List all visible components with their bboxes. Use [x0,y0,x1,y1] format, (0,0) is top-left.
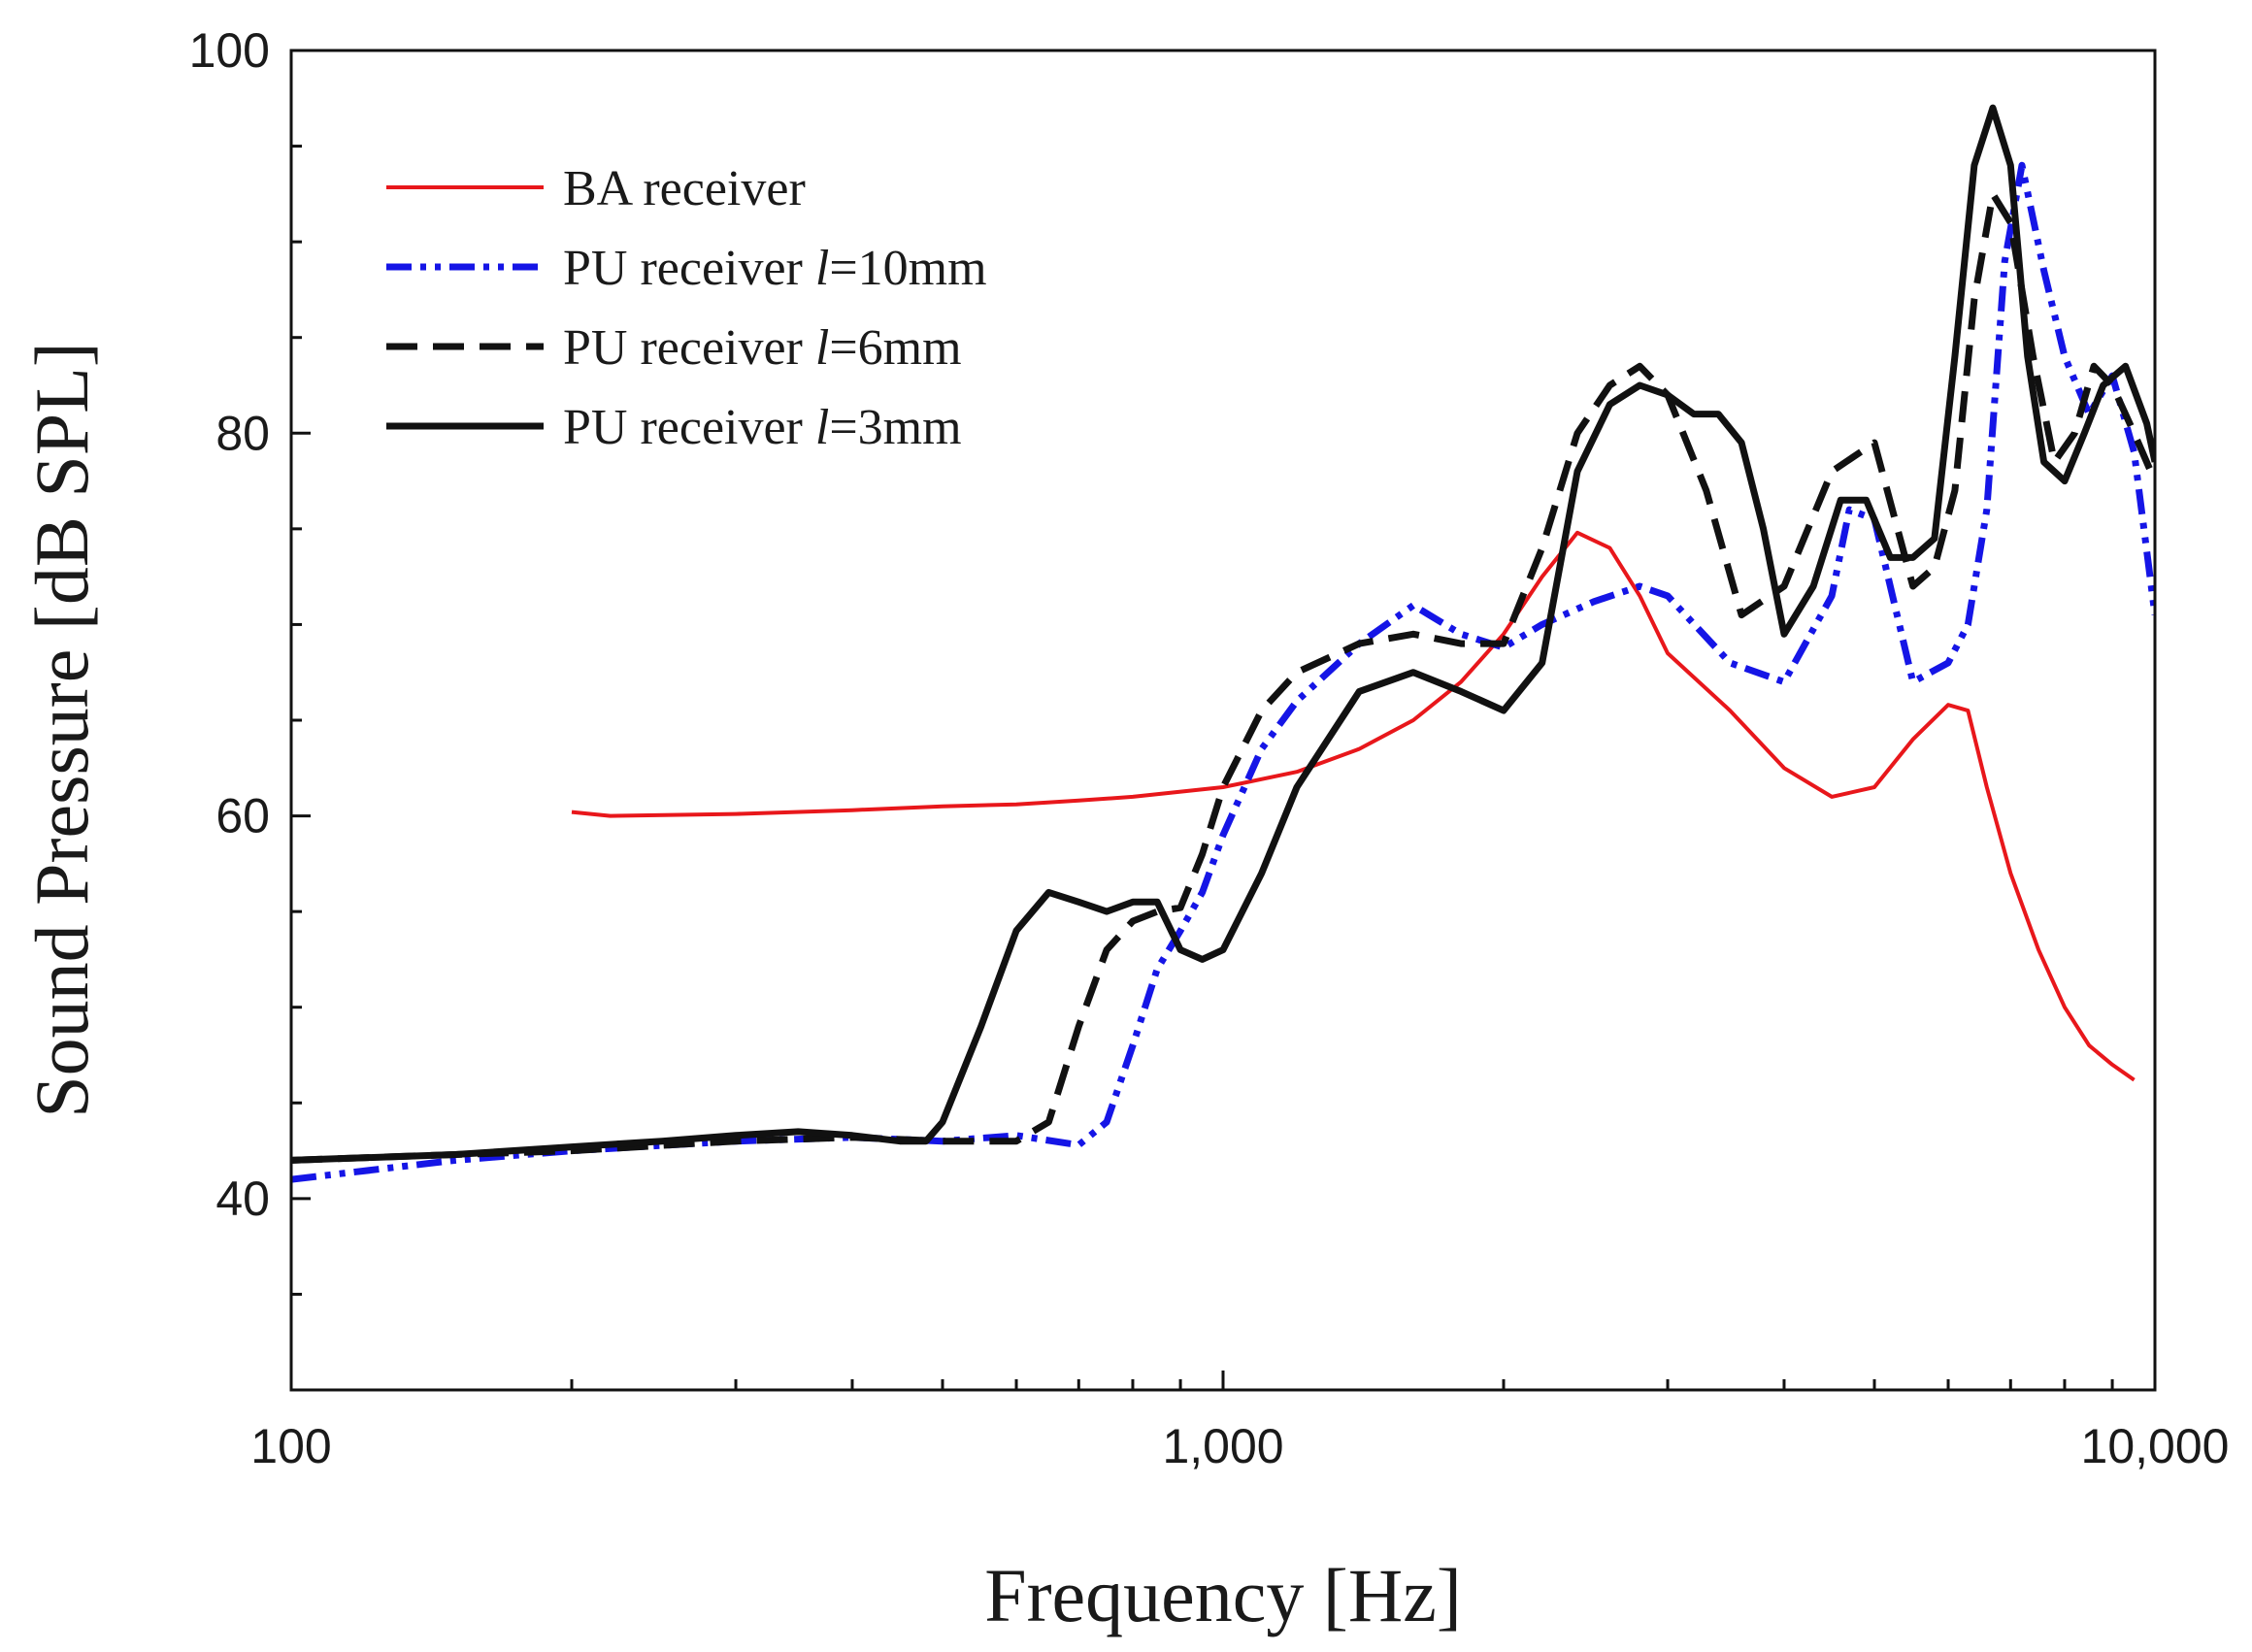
y-tick-label: 60 [215,789,270,843]
y-tick-label: 80 [215,406,270,460]
series-line-2 [291,161,2155,1183]
y-tick-label: 100 [189,23,270,78]
series-line-1 [571,530,2136,1082]
legend-label-4: PU receiver l=3mm [563,400,962,455]
legend-label-3: PU receiver l=6mm [563,320,962,376]
ticks-layer: 40 60 80 100 100 1,000 10,000 [189,23,2230,1473]
x-tick-label: 10,000 [2081,1419,2230,1473]
legend-label-1: BA receiver [563,161,806,216]
x-axis-title: Frequency [Hz] [984,1553,1462,1637]
x-tick-label: 1,000 [1162,1419,1283,1473]
y-axis-title: Sound Pressure [dB SPL] [19,342,104,1118]
series-line-3 [291,190,2155,1164]
series-line-4 [291,104,2155,1164]
x-tick-label: 100 [250,1419,331,1473]
series-layer [291,104,2155,1183]
y-tick-label: 40 [215,1172,270,1226]
legend-label-2: PU receiver l=10mm [563,241,987,296]
legend: BA receiver PU receiver l=10mm PU receiver… [386,161,987,455]
